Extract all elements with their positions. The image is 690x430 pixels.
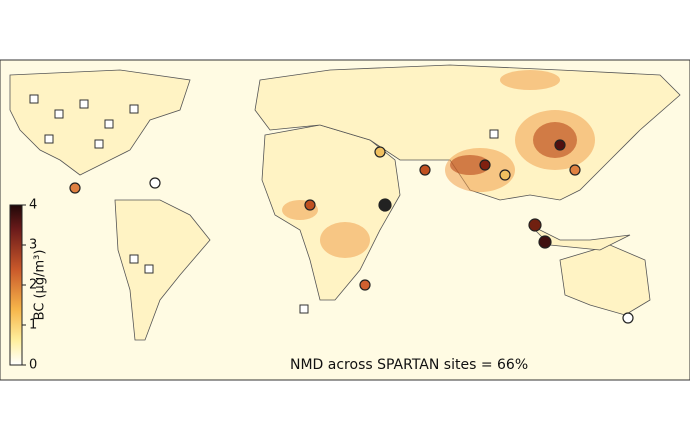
colorbar-tick-label: 4 (29, 198, 37, 213)
bc-hotspots (282, 70, 595, 258)
site-markers (29, 94, 634, 324)
annotation: NMD across SPARTAN sites = 66% (290, 357, 528, 373)
colorbar-tick-label: 3 (29, 238, 37, 253)
colorbar-tick-label: 0 (29, 358, 37, 373)
colorbar: BC (μg/m³) 0 1 2 3 4 (9, 198, 48, 373)
colorbar-tick-label: 1 (29, 318, 37, 333)
colorbar-tick-label: 2 (29, 278, 37, 293)
colorbar-label: BC (μg/m³) (33, 250, 48, 321)
colorbar-gradient (9, 204, 23, 366)
